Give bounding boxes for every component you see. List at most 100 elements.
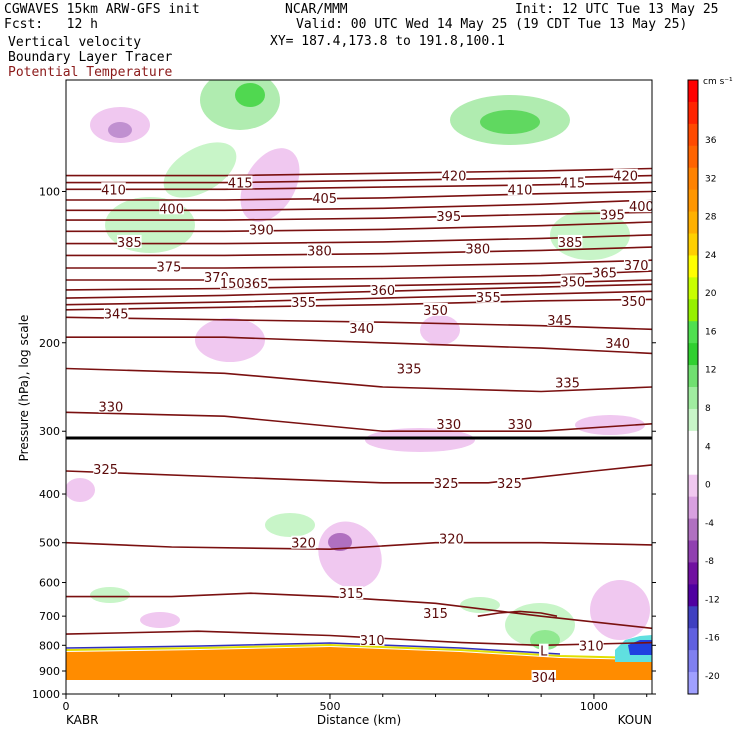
colorbar-swatch <box>688 518 698 541</box>
theta-contour-320 <box>66 541 652 551</box>
init-time: Init: 12 UTC Tue 13 May 25 <box>515 2 719 17</box>
colorbar-label: -4 <box>705 519 714 529</box>
theta-label-bg <box>531 669 557 683</box>
theta-label: 410 <box>101 183 126 198</box>
theta-label: 395 <box>436 210 461 225</box>
theta-label: L <box>540 645 548 660</box>
colorbar-swatch <box>688 387 698 410</box>
colorbar-label: 36 <box>705 136 717 146</box>
theta-label-bg <box>507 416 533 430</box>
theta-label-bg <box>629 199 652 213</box>
theta-contour-310 <box>66 630 652 647</box>
theta-contour-315 <box>66 592 652 630</box>
theta-label: 340 <box>605 337 630 352</box>
theta-label: 350 <box>621 295 646 310</box>
y-axis-title: Pressure (hPa), log scale <box>17 315 31 462</box>
theta-contour-355 <box>66 290 652 306</box>
colorbar-swatch <box>688 540 698 563</box>
colorbar-label: 20 <box>705 289 717 299</box>
theta-label: 315 <box>339 587 364 602</box>
field-vertical-velocity: Vertical velocity <box>8 35 142 50</box>
theta-label: 150 <box>220 277 245 292</box>
theta-label-bg <box>249 222 274 236</box>
y-tick-label: 100 <box>39 185 60 198</box>
theta-label-bg <box>156 259 182 273</box>
theta-label: 400 <box>159 202 184 217</box>
theta-label: 325 <box>93 463 118 478</box>
theta-label: 365 <box>244 277 269 292</box>
field-potential-temperature: Potential Temperature <box>8 65 173 80</box>
colorbar-swatch <box>688 233 698 256</box>
colorbar-label: 32 <box>705 174 716 184</box>
y-tick-label: 200 <box>39 337 60 350</box>
theta-label: 385 <box>558 236 583 251</box>
theta-label: 325 <box>497 477 522 492</box>
theta-label-bg <box>307 243 332 257</box>
theta-contour-390 <box>66 221 652 233</box>
theta-label-bg <box>436 209 461 223</box>
colorbar-swatch <box>688 255 698 278</box>
forecast-hour: Fcst: 12 h <box>4 17 98 32</box>
theta-contour-395 <box>66 211 652 221</box>
x-left-endpoint: KABR <box>66 713 98 727</box>
theta-label-bg <box>539 643 549 657</box>
theta-label: 320 <box>439 532 464 547</box>
theta-label: 345 <box>104 308 129 323</box>
theta-label: 360 <box>370 284 395 299</box>
colorbar-swatch <box>688 101 698 125</box>
colorbar-swatch <box>688 80 698 103</box>
theta-label-bg <box>560 175 586 189</box>
theta-label: 370 <box>624 259 649 274</box>
colorbar-swatch <box>688 145 698 169</box>
theta-label: 330 <box>98 401 123 416</box>
colorbar-label: 12 <box>705 366 716 376</box>
colorbar-swatch <box>688 496 698 520</box>
terrain-mask <box>66 680 652 694</box>
x-tick-label: 0 <box>63 700 70 713</box>
theta-label-bg <box>101 182 126 196</box>
theta-label-bg <box>433 475 459 489</box>
colorbar-swatch <box>688 299 698 322</box>
theta-label-bg <box>220 275 245 289</box>
colorbar-swatch <box>688 408 698 432</box>
theta-label-bg <box>423 606 448 620</box>
theta-label-bg <box>423 302 448 316</box>
colorbar-swatch <box>688 562 698 585</box>
boundary-layer-tracer <box>66 647 652 680</box>
colorbar-swatch <box>688 365 698 388</box>
theta-label-bg <box>560 274 586 288</box>
x-axis-ticks: 0 500 1000 <box>63 694 648 713</box>
colorbar-label: -12 <box>705 595 720 605</box>
theta-label: 405 <box>312 192 337 207</box>
theta-contour-380 <box>66 246 652 257</box>
colorbar-swatch <box>688 277 698 300</box>
theta-label: 350 <box>560 275 585 290</box>
theta-label: 330 <box>508 418 533 433</box>
colorbar-swatch <box>688 167 698 191</box>
theta-label-bg <box>465 241 491 255</box>
theta-label-bg <box>579 638 604 652</box>
field-boundary-layer-tracer: Boundary Layer Tracer <box>8 50 173 65</box>
colorbar-label: -16 <box>705 634 720 644</box>
theta-contour-330 <box>66 411 652 432</box>
colorbar-swatch <box>688 211 698 234</box>
colorbar-swatch <box>688 606 698 629</box>
theta-contour-420 <box>66 167 652 177</box>
theta-label: 385 <box>117 236 142 251</box>
colorbar-unit: cm s⁻¹ <box>703 77 733 87</box>
theta-label-bg <box>555 375 580 389</box>
theta-label-bg <box>98 399 124 413</box>
colorbar-swatch <box>688 628 698 651</box>
colorbar-swatch <box>688 650 698 673</box>
org-label: NCAR/MMM <box>285 2 348 17</box>
theta-label: 380 <box>307 244 332 259</box>
theta-label: 380 <box>465 243 490 258</box>
colorbar-label: 4 <box>705 442 711 452</box>
colorbar-swatch <box>688 584 698 607</box>
colorbar-label: 24 <box>705 251 717 261</box>
y-tick-label: 600 <box>39 577 60 590</box>
colorbar-swatch <box>688 452 698 476</box>
x-tick-label: 500 <box>319 700 340 713</box>
theta-label: 335 <box>555 377 580 392</box>
theta-label: 355 <box>476 291 501 306</box>
